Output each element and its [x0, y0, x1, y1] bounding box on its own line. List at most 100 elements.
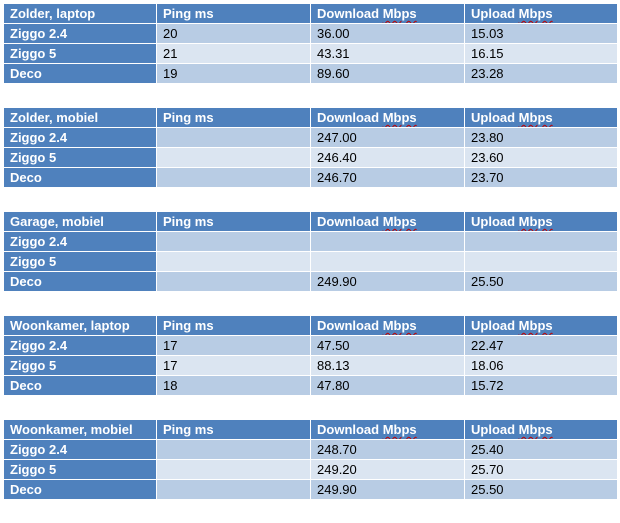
table-row: Deco 249.90 25.50: [3, 271, 618, 292]
ping-cell: [156, 167, 311, 188]
header-measure: Upload Mbps: [471, 110, 553, 125]
upload-cell: 23.80: [464, 127, 618, 148]
speed-table-woonkamer-laptop: Woonkamer, laptop Ping ms Download Mbps Upl…: [3, 315, 618, 396]
download-cell: 43.31: [310, 43, 465, 64]
table-row: Ziggo 2.4 20 36.00 15.03: [3, 23, 618, 44]
spellcheck-word: Mbps: [518, 6, 553, 21]
table-header-row: Zolder, mobiel Ping ms Download Mbps Upload…: [3, 107, 618, 128]
spellcheck-word: Mbps: [382, 318, 417, 333]
upload-cell: 22.47: [464, 335, 618, 356]
download-cell: [310, 231, 465, 252]
ping-cell: 17: [156, 335, 311, 356]
ping-cell: 20: [156, 23, 311, 44]
table-header-row: Garage, mobiel Ping ms Download Mbps Upload…: [3, 211, 618, 232]
download-cell: 89.60: [310, 63, 465, 84]
header-measure: Download Mbps: [317, 318, 417, 333]
table-row: Ziggo 2.4 17 47.50 22.47: [3, 335, 618, 356]
ping-cell: [156, 251, 311, 272]
download-cell: 246.70: [310, 167, 465, 188]
spellcheck-word: Mbps: [382, 110, 417, 125]
ping-header: Ping ms: [156, 3, 311, 24]
header-measure: Upload Mbps: [471, 318, 553, 333]
row-label: Deco: [3, 375, 157, 396]
spellcheck-word: Mbps: [382, 422, 417, 437]
download-cell: 247.00: [310, 127, 465, 148]
table-row: Ziggo 5 17 88.13 18.06: [3, 355, 618, 376]
table-row: Deco 18 47.80 15.72: [3, 375, 618, 396]
download-cell: 47.50: [310, 335, 465, 356]
speed-test-document: Zolder, laptop Ping ms Download Mbps Upload…: [3, 3, 618, 523]
table-row: Ziggo 5 249.20 25.70: [3, 459, 618, 480]
upload-cell: [464, 251, 618, 272]
ping-cell: [156, 459, 311, 480]
download-header: Download Mbps: [310, 107, 465, 128]
speed-table-garage-mobiel: Garage, mobiel Ping ms Download Mbps Upload…: [3, 211, 618, 292]
upload-cell: 15.72: [464, 375, 618, 396]
table-row: Ziggo 5 246.40 23.60: [3, 147, 618, 168]
ping-cell: 21: [156, 43, 311, 64]
row-label: Ziggo 5: [3, 251, 157, 272]
upload-header: Upload Mbps: [464, 315, 618, 336]
ping-header: Ping ms: [156, 107, 311, 128]
row-label: Ziggo 5: [3, 147, 157, 168]
speed-table-zolder-mobiel: Zolder, mobiel Ping ms Download Mbps Upload…: [3, 107, 618, 188]
download-cell: 47.80: [310, 375, 465, 396]
download-header: Download Mbps: [310, 3, 465, 24]
upload-cell: 23.70: [464, 167, 618, 188]
location-device-header: Zolder, mobiel: [3, 107, 157, 128]
row-label: Ziggo 5: [3, 459, 157, 480]
ping-cell: [156, 479, 311, 500]
row-label: Ziggo 2.4: [3, 439, 157, 460]
location-device-header: Woonkamer, mobiel: [3, 419, 157, 440]
header-measure: Upload Mbps: [471, 422, 553, 437]
upload-cell: 15.03: [464, 23, 618, 44]
location-device-header: Zolder, laptop: [3, 3, 157, 24]
header-measure: Download Mbps: [317, 214, 417, 229]
spellcheck-word: Mbps: [382, 6, 417, 21]
upload-header: Upload Mbps: [464, 107, 618, 128]
table-row: Ziggo 2.4: [3, 231, 618, 252]
row-label: Deco: [3, 271, 157, 292]
download-cell: 36.00: [310, 23, 465, 44]
download-cell: 249.90: [310, 271, 465, 292]
upload-cell: 25.40: [464, 439, 618, 460]
download-cell: 249.90: [310, 479, 465, 500]
ping-cell: [156, 127, 311, 148]
ping-header: Ping ms: [156, 419, 311, 440]
row-label: Deco: [3, 63, 157, 84]
table-row: Deco 249.90 25.50: [3, 479, 618, 500]
header-measure: Upload Mbps: [471, 214, 553, 229]
table-row: Ziggo 2.4 248.70 25.40: [3, 439, 618, 460]
spellcheck-word: Mbps: [518, 214, 553, 229]
row-label: Ziggo 2.4: [3, 231, 157, 252]
upload-cell: 23.60: [464, 147, 618, 168]
upload-cell: [464, 231, 618, 252]
download-header: Download Mbps: [310, 315, 465, 336]
speed-table-woonkamer-mobiel: Woonkamer, mobiel Ping ms Download Mbps Upl…: [3, 419, 618, 500]
ping-cell: [156, 271, 311, 292]
ping-cell: [156, 439, 311, 460]
row-label: Ziggo 2.4: [3, 335, 157, 356]
row-label: Ziggo 2.4: [3, 127, 157, 148]
row-label: Deco: [3, 479, 157, 500]
header-measure: Download Mbps: [317, 110, 417, 125]
upload-header: Upload Mbps: [464, 211, 618, 232]
upload-cell: 23.28: [464, 63, 618, 84]
table-row: Deco 246.70 23.70: [3, 167, 618, 188]
upload-cell: 18.06: [464, 355, 618, 376]
row-label: Deco: [3, 167, 157, 188]
ping-header: Ping ms: [156, 211, 311, 232]
speed-table-zolder-laptop: Zolder, laptop Ping ms Download Mbps Upload…: [3, 3, 618, 84]
upload-cell: 25.70: [464, 459, 618, 480]
table-header-row: Woonkamer, mobiel Ping ms Download Mbps Upl…: [3, 419, 618, 440]
table-row: Ziggo 5 21 43.31 16.15: [3, 43, 618, 64]
download-cell: [310, 251, 465, 272]
upload-cell: 25.50: [464, 271, 618, 292]
table-header-row: Zolder, laptop Ping ms Download Mbps Upload…: [3, 3, 618, 24]
upload-cell: 25.50: [464, 479, 618, 500]
download-cell: 88.13: [310, 355, 465, 376]
table-header-row: Woonkamer, laptop Ping ms Download Mbps Upl…: [3, 315, 618, 336]
header-measure: Upload Mbps: [471, 6, 553, 21]
upload-header: Upload Mbps: [464, 419, 618, 440]
spellcheck-word: Mbps: [518, 318, 553, 333]
